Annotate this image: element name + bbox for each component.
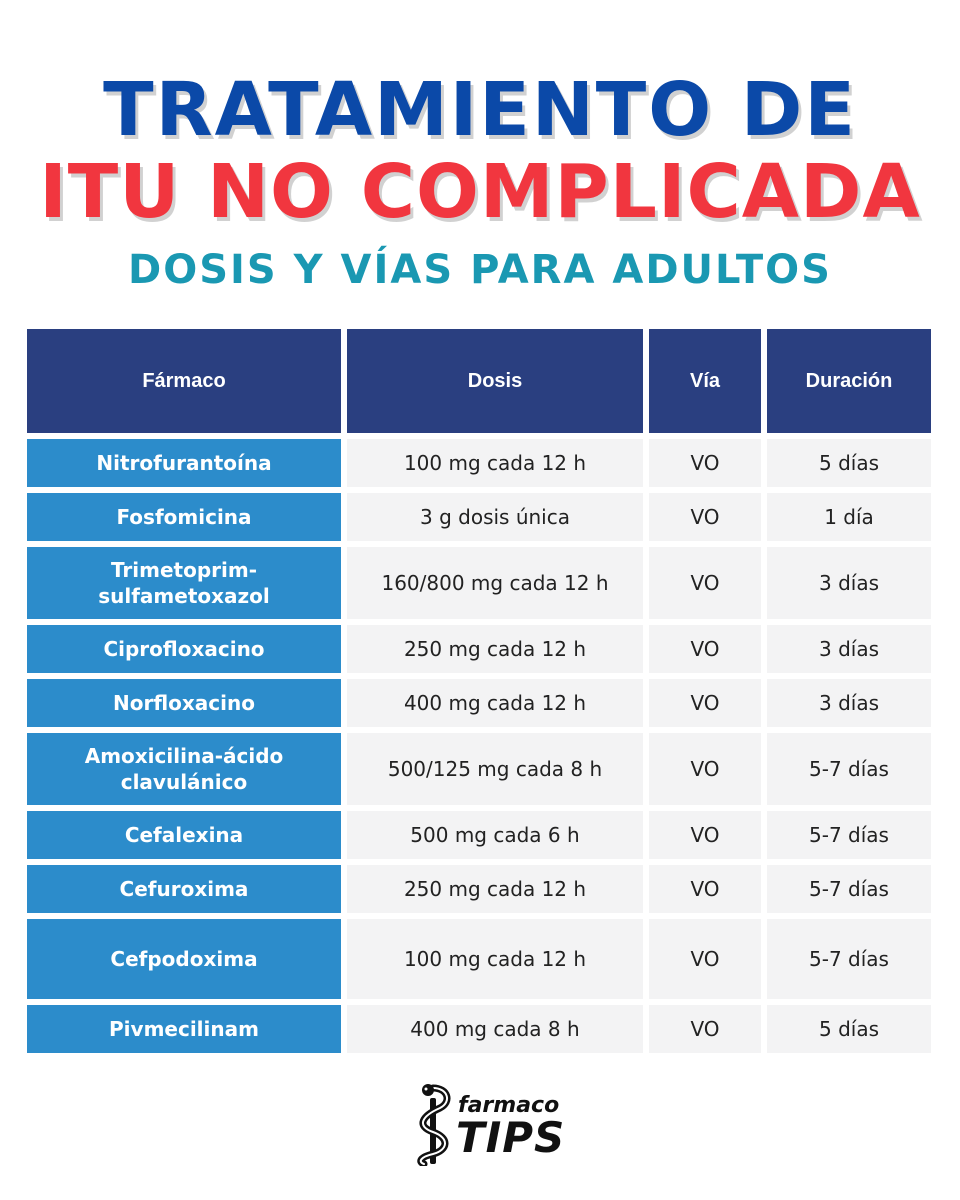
route-cell: VO xyxy=(649,625,761,673)
dose-cell: 250 mg cada 12 h xyxy=(347,625,643,673)
dose-cell: 250 mg cada 12 h xyxy=(347,865,643,913)
duration-cell: 3 días xyxy=(767,547,931,619)
route-cell: VO xyxy=(649,439,761,487)
drug-name: Ciprofloxacino xyxy=(103,637,265,661)
logo-text-small: farmaco xyxy=(458,1093,560,1118)
route-cell: VO xyxy=(649,865,761,913)
column-header-dosis: Dosis xyxy=(347,329,643,433)
duration-cell: 5-7 días xyxy=(767,733,931,805)
route-cell: VO xyxy=(649,1005,761,1053)
route-cell: VO xyxy=(649,919,761,999)
logo-text-big: TIPS xyxy=(456,1113,566,1162)
duration-cell: 5-7 días xyxy=(767,865,931,913)
duration-cell: 1 día xyxy=(767,493,931,541)
drug-name-line-2: sulfametoxazol xyxy=(98,584,270,608)
subtitle: DOSIS Y VÍAS PARA ADULTOS xyxy=(128,247,832,293)
drug-name-cell: Cefuroxima xyxy=(27,865,341,913)
drug-name-cell: Cefpodoxima xyxy=(27,919,341,999)
duration-cell: 5 días xyxy=(767,439,931,487)
dose-cell: 100 mg cada 12 h xyxy=(347,439,643,487)
dose-cell: 160/800 mg cada 12 h xyxy=(347,547,643,619)
brand-logo: farmaco TIPS xyxy=(410,1078,564,1170)
drug-name-line-1: Trimetoprim- xyxy=(110,558,258,582)
drug-name: Cefpodoxima xyxy=(110,947,258,971)
title-line-2: ITU NO COMPLICADA xyxy=(39,149,921,235)
snake-staff-icon xyxy=(417,1084,451,1166)
drug-name-cell: Cefalexina xyxy=(27,811,341,859)
column-header-duracion: Duración xyxy=(767,329,931,433)
route-cell: VO xyxy=(649,679,761,727)
duration-cell: 3 días xyxy=(767,679,931,727)
drug-name: Pivmecilinam xyxy=(109,1017,259,1041)
column-header-via: Vía xyxy=(649,329,761,433)
drug-name-cell: Nitrofurantoína xyxy=(27,439,341,487)
drug-name-cell: Pivmecilinam xyxy=(27,1005,341,1053)
column-header-farmaco: Fármaco xyxy=(27,329,341,433)
drug-name-line-2: clavulánico xyxy=(120,770,248,794)
treatment-table: Fármaco Dosis Vía Duración Nitrofurantoí… xyxy=(27,329,931,1053)
drug-name-cell: Ciprofloxacino xyxy=(27,625,341,673)
route-cell: VO xyxy=(649,493,761,541)
drug-name: Amoxicilina-ácido clavulánico xyxy=(85,743,284,795)
dose-cell: 100 mg cada 12 h xyxy=(347,919,643,999)
drug-name: Norfloxacino xyxy=(113,691,255,715)
dose-cell: 3 g dosis única xyxy=(347,493,643,541)
dose-cell: 500/125 mg cada 8 h xyxy=(347,733,643,805)
drug-name-line-1: Amoxicilina-ácido xyxy=(84,744,284,768)
route-cell: VO xyxy=(649,811,761,859)
drug-name-cell: Fosfomicina xyxy=(27,493,341,541)
route-cell: VO xyxy=(649,547,761,619)
duration-cell: 5-7 días xyxy=(767,919,931,999)
dose-cell: 400 mg cada 8 h xyxy=(347,1005,643,1053)
drug-name-cell: Trimetoprim-sulfametoxazol xyxy=(27,547,341,619)
duration-cell: 3 días xyxy=(767,625,931,673)
drug-name-cell: Norfloxacino xyxy=(27,679,341,727)
drug-name: Cefalexina xyxy=(124,823,244,847)
duration-cell: 5 días xyxy=(767,1005,931,1053)
title-line-1: TRATAMIENTO DE xyxy=(103,67,857,153)
drug-name-cell: Amoxicilina-ácido clavulánico xyxy=(27,733,341,805)
duration-cell: 5-7 días xyxy=(767,811,931,859)
dose-cell: 400 mg cada 12 h xyxy=(347,679,643,727)
drug-name: Nitrofurantoína xyxy=(96,451,272,475)
drug-name: Cefuroxima xyxy=(119,877,249,901)
dose-cell: 500 mg cada 6 h xyxy=(347,811,643,859)
drug-name: Trimetoprim-sulfametoxazol xyxy=(98,557,270,609)
drug-name: Fosfomicina xyxy=(116,505,252,529)
route-cell: VO xyxy=(649,733,761,805)
